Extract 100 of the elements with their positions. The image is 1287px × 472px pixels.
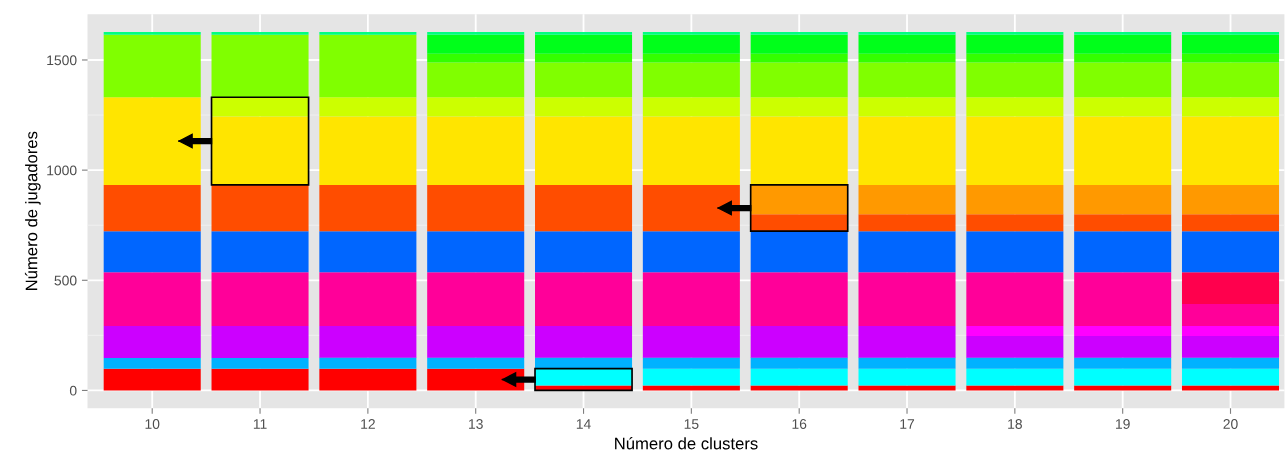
bar bbox=[103, 97, 201, 185]
bar bbox=[427, 272, 525, 327]
bar bbox=[642, 97, 740, 117]
bar bbox=[427, 231, 525, 273]
bar bbox=[1074, 368, 1172, 386]
bar bbox=[1074, 32, 1172, 35]
bar bbox=[1181, 62, 1280, 98]
bar bbox=[427, 358, 525, 369]
bar bbox=[211, 231, 309, 273]
bar bbox=[1181, 358, 1280, 369]
bar bbox=[211, 368, 309, 391]
bar bbox=[535, 97, 633, 117]
bar bbox=[966, 116, 1064, 185]
y-tick-label: 1000 bbox=[47, 165, 77, 176]
bar bbox=[1181, 34, 1280, 54]
bar bbox=[103, 34, 201, 98]
bar bbox=[535, 358, 633, 369]
x-tick-label: 16 bbox=[792, 419, 807, 429]
bar bbox=[103, 358, 201, 369]
bar bbox=[966, 272, 1064, 327]
bar bbox=[1181, 368, 1280, 386]
bar bbox=[1181, 97, 1280, 117]
x-tick-label: 14 bbox=[576, 419, 591, 429]
bar bbox=[427, 62, 525, 98]
bar bbox=[642, 368, 740, 386]
bar bbox=[319, 326, 417, 358]
bar bbox=[858, 34, 956, 54]
bar bbox=[427, 326, 525, 358]
bar bbox=[427, 184, 525, 232]
bar bbox=[1181, 32, 1280, 35]
bar bbox=[966, 184, 1064, 215]
bar bbox=[103, 184, 201, 232]
bar bbox=[750, 97, 848, 117]
bar bbox=[858, 62, 956, 98]
bar bbox=[211, 116, 309, 185]
bar bbox=[103, 231, 201, 273]
bar bbox=[319, 184, 417, 232]
bar bbox=[1074, 53, 1172, 63]
bar bbox=[427, 97, 525, 117]
bar bbox=[1181, 184, 1280, 215]
bar bbox=[427, 34, 525, 54]
bar bbox=[1074, 184, 1172, 215]
bar bbox=[750, 358, 848, 369]
bar bbox=[858, 368, 956, 386]
x-tick-label: 13 bbox=[469, 419, 483, 429]
bar bbox=[966, 53, 1064, 63]
bar bbox=[966, 358, 1064, 369]
bar bbox=[642, 184, 740, 232]
bar bbox=[966, 231, 1064, 273]
bar bbox=[1181, 214, 1280, 232]
bar bbox=[642, 32, 740, 35]
x-tick-label: 15 bbox=[684, 419, 699, 429]
bar bbox=[1074, 34, 1172, 54]
bar bbox=[1074, 62, 1172, 98]
bar bbox=[1181, 116, 1280, 185]
bar bbox=[642, 62, 740, 98]
x-tick-label: 12 bbox=[361, 419, 375, 429]
bar bbox=[319, 116, 417, 185]
bar bbox=[1074, 358, 1172, 369]
bar bbox=[535, 53, 633, 63]
bar bbox=[642, 326, 740, 358]
bar bbox=[642, 53, 740, 63]
bar bbox=[750, 214, 848, 232]
bar bbox=[966, 368, 1064, 386]
bar bbox=[966, 97, 1064, 117]
bar bbox=[642, 34, 740, 54]
x-tick-label: 20 bbox=[1223, 419, 1238, 429]
bar bbox=[966, 62, 1064, 98]
bar bbox=[750, 34, 848, 54]
x-tick-label: 18 bbox=[1008, 419, 1022, 429]
bar bbox=[1074, 231, 1172, 273]
y-axis-title: Número de jugadores bbox=[24, 131, 41, 290]
bar bbox=[1074, 272, 1172, 327]
bar bbox=[103, 272, 201, 327]
bar bbox=[750, 272, 848, 327]
bar bbox=[642, 358, 740, 369]
bar bbox=[319, 368, 417, 391]
bar bbox=[535, 272, 633, 327]
bar bbox=[1074, 336, 1172, 358]
bar bbox=[750, 231, 848, 273]
bar bbox=[1181, 326, 1280, 337]
bar bbox=[535, 62, 633, 98]
bar bbox=[319, 358, 417, 369]
bar bbox=[858, 231, 956, 273]
bar bbox=[966, 214, 1064, 232]
bar bbox=[750, 368, 848, 386]
x-tick-label: 10 bbox=[145, 419, 160, 429]
x-tick-label: 11 bbox=[253, 419, 267, 429]
bar bbox=[535, 32, 633, 35]
y-tick-label: 500 bbox=[54, 275, 77, 286]
bar bbox=[319, 231, 417, 273]
bar bbox=[103, 368, 201, 391]
bar bbox=[750, 326, 848, 358]
bar bbox=[858, 32, 956, 35]
bar bbox=[966, 326, 1064, 337]
bar bbox=[211, 32, 309, 35]
bar bbox=[858, 97, 956, 117]
bar bbox=[427, 53, 525, 63]
bar bbox=[858, 116, 956, 185]
bar bbox=[1181, 231, 1280, 273]
